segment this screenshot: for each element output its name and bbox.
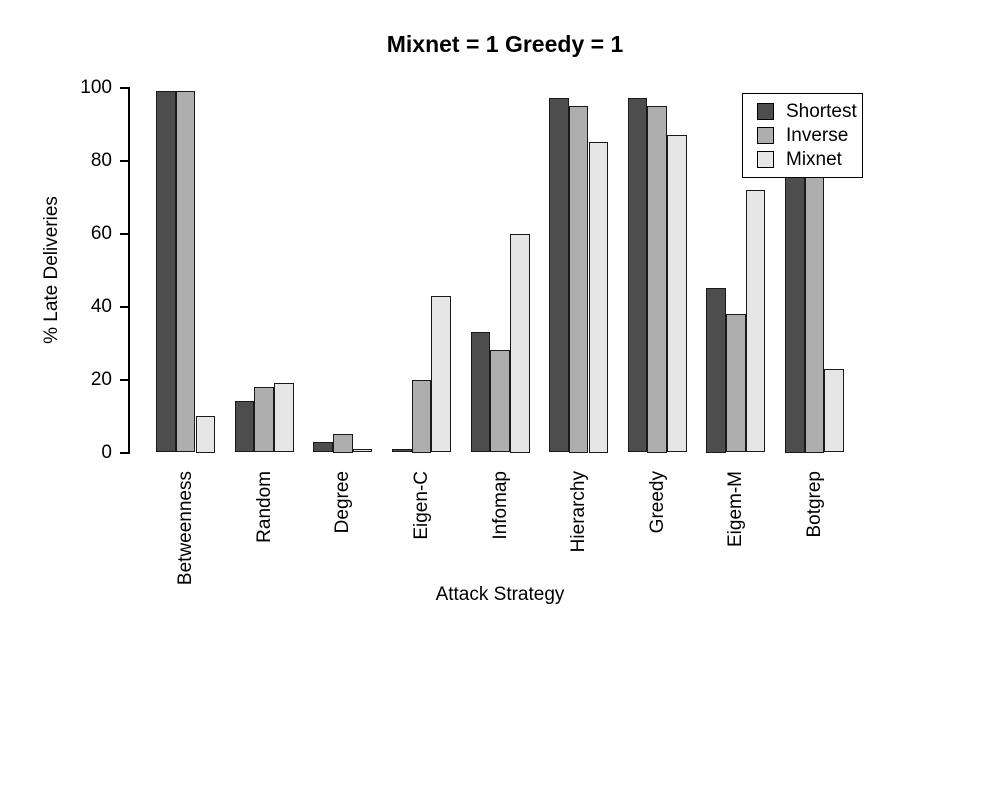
y-tick-label: 100 — [80, 76, 112, 98]
y-tick-label: 20 — [90, 368, 112, 390]
legend-row-shortest: Shortest — [757, 100, 862, 122]
bar-inverse-eigen-c — [411, 379, 432, 453]
y-tick-mark — [120, 232, 128, 235]
chart-title: Mixnet = 1 Greedy = 1 — [386, 31, 624, 57]
bar-shortest-greedy — [627, 98, 648, 453]
y-tick-label: 0 — [101, 441, 112, 463]
legend-swatch-icon — [757, 127, 774, 144]
bar-mixnet-greedy — [667, 134, 687, 453]
bar-mixnet-degree — [352, 448, 373, 453]
legend: Shortest Inverse Mixnet — [742, 93, 863, 178]
x-category-label-text: Infomap — [489, 471, 511, 540]
bar-inverse-infomap — [490, 350, 510, 453]
x-category-label-text: Hierarchy — [568, 471, 590, 553]
bar-inverse-degree — [333, 434, 353, 453]
bar-inverse-greedy — [647, 105, 668, 453]
bar-inverse-eigem-m — [726, 313, 746, 453]
legend-row-mixnet: Mixnet — [757, 148, 862, 170]
bar-mixnet-random — [274, 383, 294, 453]
y-tick-mark — [120, 451, 128, 454]
bar-shortest-degree — [313, 441, 334, 453]
x-category-label-text: Eigen-C — [410, 471, 432, 540]
x-category-label-text: Greedy — [646, 471, 668, 534]
y-tick-mark — [120, 86, 128, 89]
bar-shortest-botgrep — [785, 160, 805, 453]
y-tick-label: 80 — [90, 149, 112, 171]
bar-shortest-random — [234, 401, 255, 453]
x-category-label-text: Eigem-M — [725, 471, 747, 548]
y-tick-mark — [120, 305, 128, 308]
bar-shortest-eigen-c — [392, 448, 412, 453]
legend-swatch-icon — [757, 151, 774, 168]
y-tick-mark — [120, 378, 128, 381]
bar-inverse-betweenness — [175, 91, 196, 453]
x-category-label-text: Degree — [332, 471, 354, 534]
legend-label: Shortest — [786, 100, 857, 122]
legend-row-inverse: Inverse — [757, 124, 862, 146]
x-category-label-text: Betweenness — [175, 471, 197, 586]
bar-shortest-hierarchy — [549, 98, 569, 453]
bar-inverse-hierarchy — [568, 105, 589, 453]
y-tick-label: 60 — [90, 222, 112, 244]
y-tick-mark — [120, 159, 128, 162]
bar-shortest-infomap — [470, 332, 491, 453]
legend-swatch-icon — [757, 103, 774, 120]
bar-shortest-eigem-m — [706, 288, 727, 453]
bar-mixnet-hierarchy — [588, 142, 609, 453]
bar-shortest-betweenness — [156, 91, 176, 453]
bar-mixnet-botgrep — [824, 368, 844, 453]
x-category-label-text: Random — [253, 471, 275, 543]
legend-label: Mixnet — [786, 148, 842, 170]
legend-label: Inverse — [786, 124, 849, 146]
bar-inverse-random — [254, 386, 275, 453]
x-category-label-text: Botgrep — [803, 471, 825, 538]
bar-mixnet-infomap — [509, 233, 530, 453]
y-axis-line — [128, 87, 130, 454]
y-axis-title: % Late Deliveries — [41, 196, 62, 344]
bar-mixnet-eigem-m — [745, 189, 766, 453]
bar-inverse-botgrep — [804, 160, 825, 453]
bar-mixnet-betweenness — [195, 416, 216, 453]
bar-mixnet-eigen-c — [431, 295, 451, 453]
x-axis-title: Attack Strategy — [435, 584, 565, 605]
y-tick-label: 40 — [90, 295, 112, 317]
